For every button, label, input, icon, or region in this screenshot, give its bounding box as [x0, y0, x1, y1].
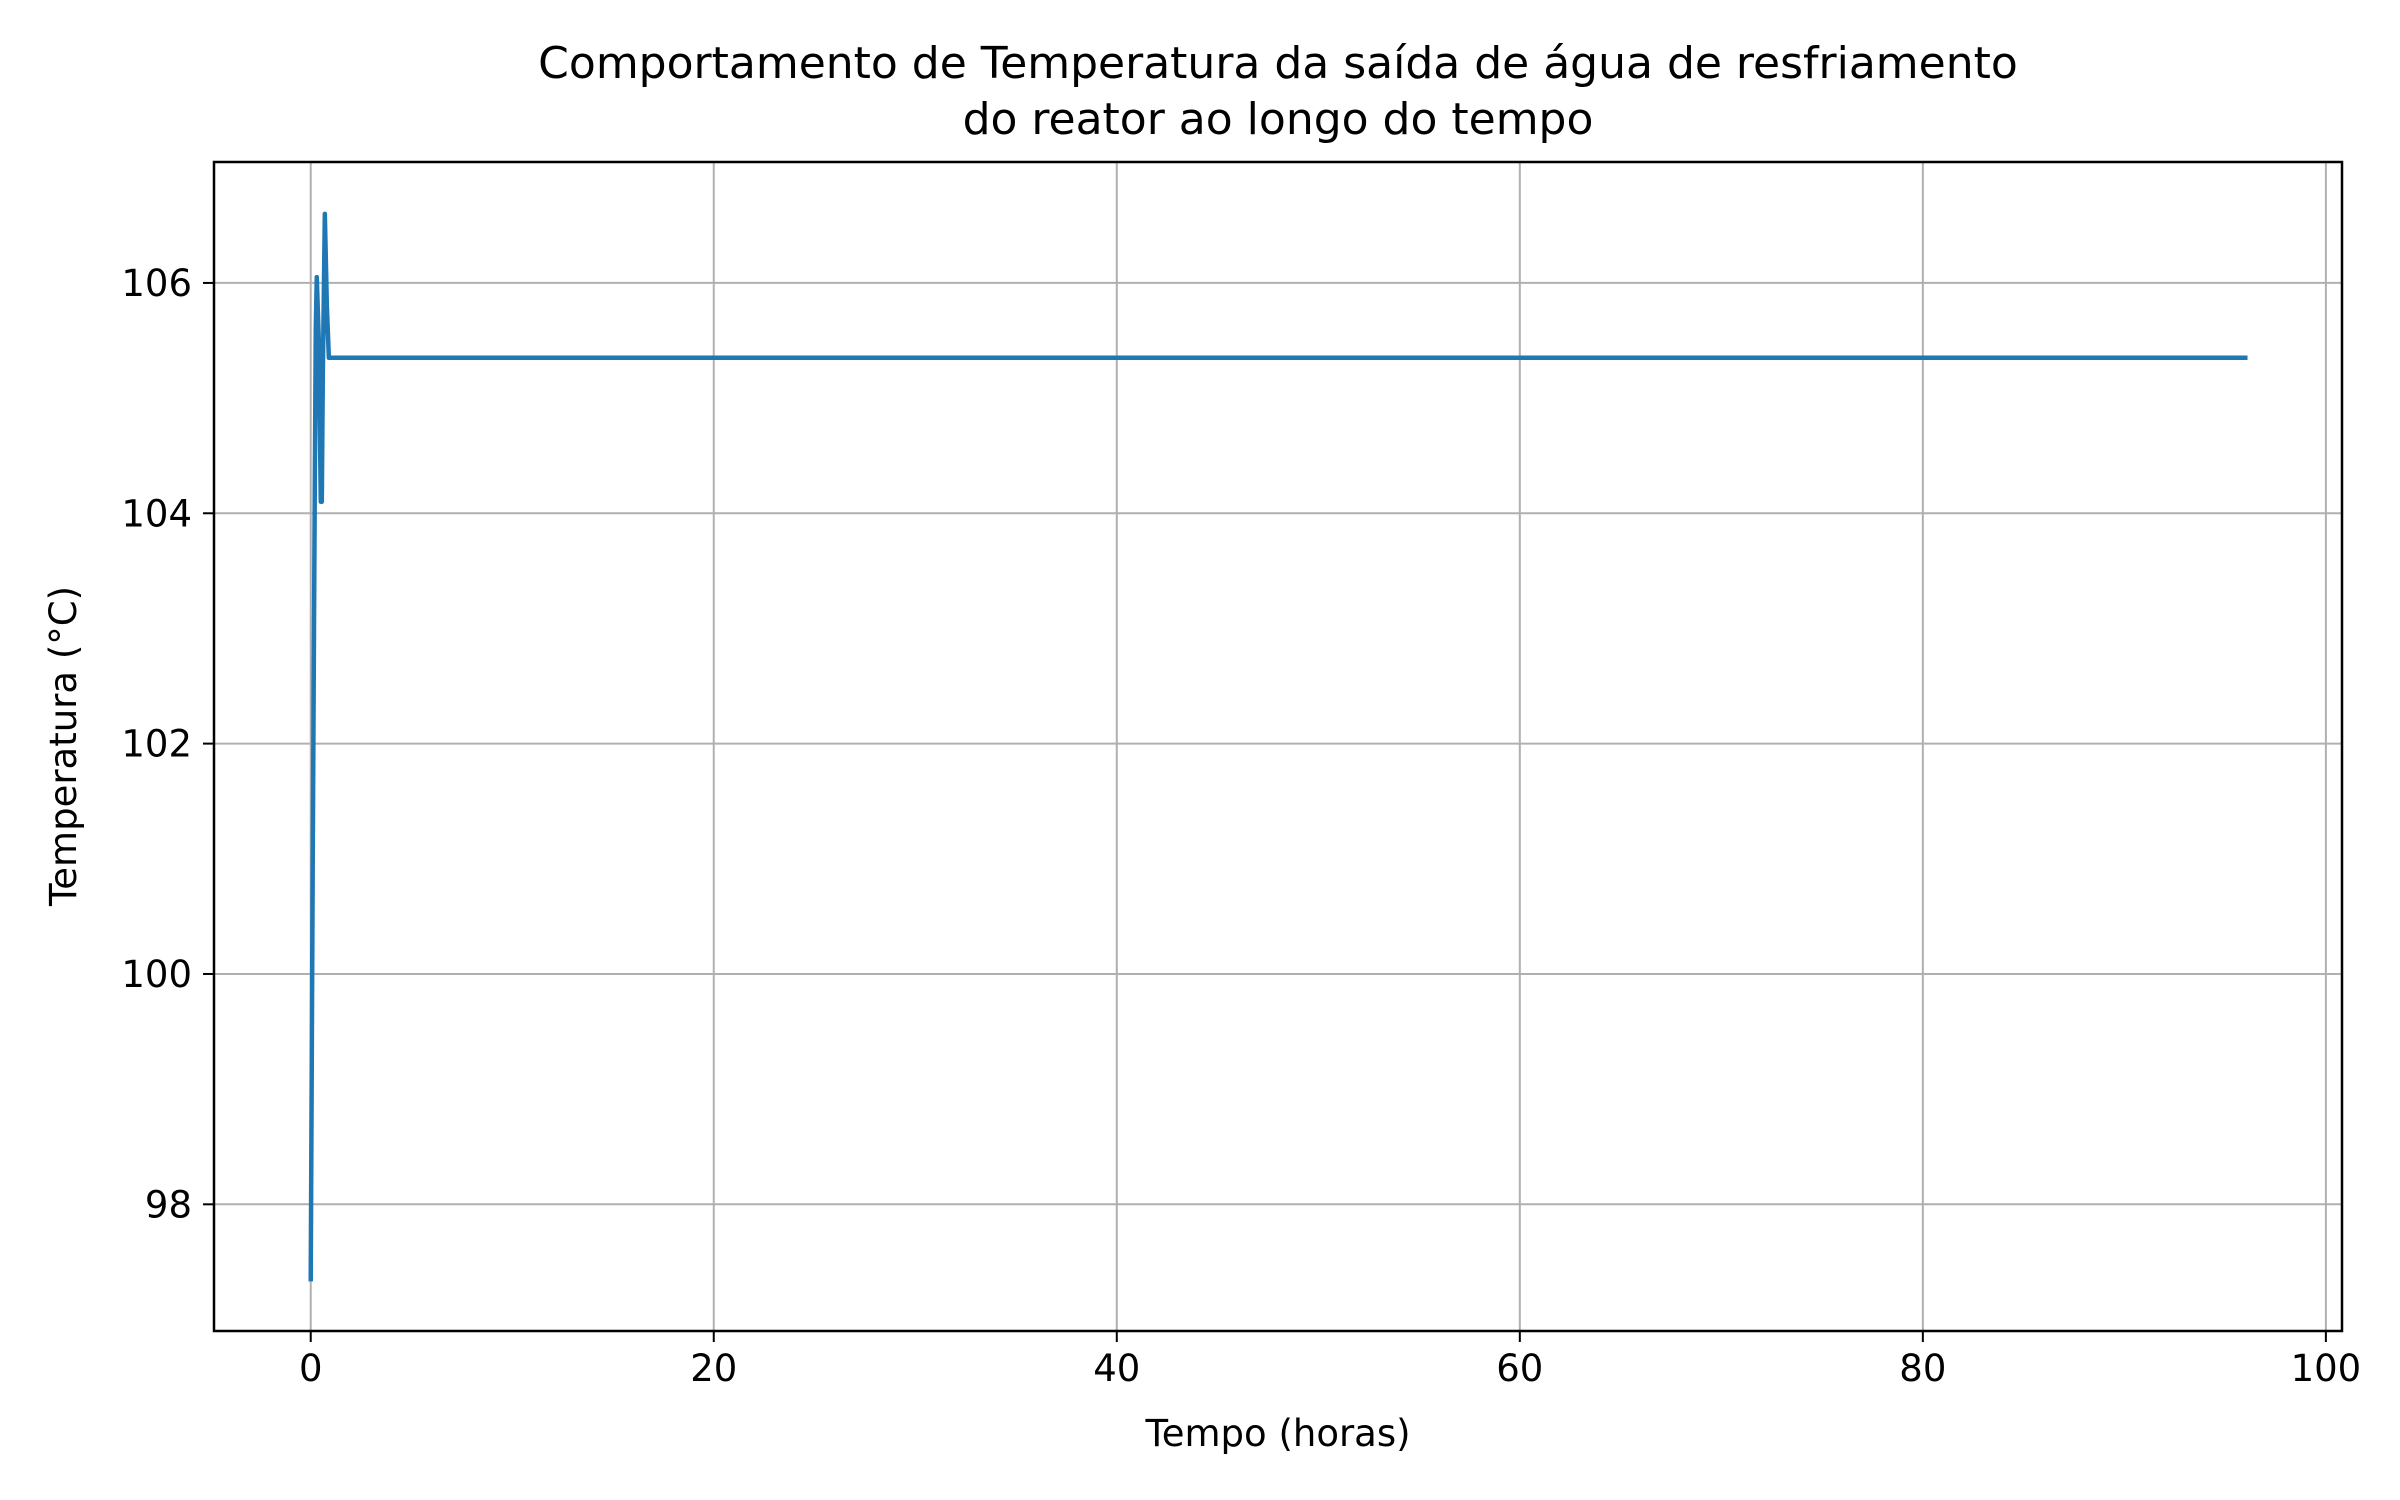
chart-title: Comportamento de Temperatura da saída de… [538, 38, 2018, 145]
axes-frame [212, 160, 2344, 1333]
y-tick-label: 98 [145, 1183, 192, 1226]
x-tick-label: 20 [690, 1347, 737, 1390]
y-tick-label: 104 [121, 492, 192, 535]
axis-ticks: 0 20 40 60 80 100 98 100 102 104 106 [121, 262, 2361, 1390]
y-axis-label: Temperatura (°C) [42, 586, 85, 907]
series-line-1 [308, 211, 2248, 1282]
x-tick-label: 100 [2291, 1347, 2362, 1390]
y-tick-label: 102 [121, 723, 192, 766]
chart-title-line-2: do reator ao longo do tempo [963, 94, 1594, 145]
x-tick-label: 80 [1899, 1347, 1946, 1390]
x-tick-label: 60 [1496, 1347, 1543, 1390]
x-tick-label: 40 [1093, 1347, 1140, 1390]
x-tick-label: 0 [299, 1347, 323, 1390]
y-tick-label: 100 [121, 953, 192, 996]
y-tick-label: 106 [121, 262, 192, 305]
plot-area [308, 211, 2248, 1282]
chart-title-line-1: Comportamento de Temperatura da saída de… [538, 38, 2018, 89]
x-axis-label: Tempo (horas) [1144, 1412, 1410, 1455]
